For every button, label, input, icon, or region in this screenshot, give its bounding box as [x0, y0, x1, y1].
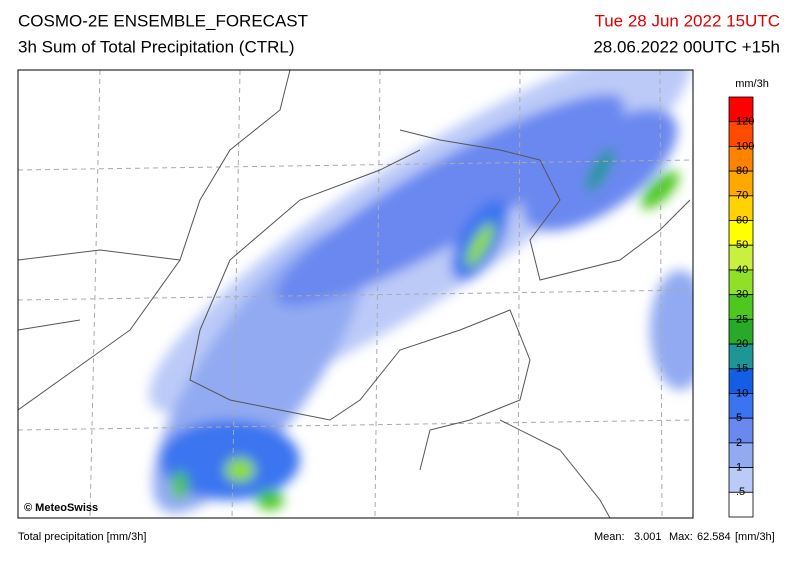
colorbar-label: 30 [736, 289, 748, 301]
colorbar-box [728, 467, 754, 493]
colorbar-box [728, 170, 754, 197]
colorbar-label: 40 [736, 264, 748, 276]
valid-time: Tue 28 Jun 2022 15UTC [594, 11, 780, 30]
colorbar-label: 20 [736, 338, 748, 350]
colorbar-box [728, 417, 754, 444]
precip-field [148, 70, 693, 513]
colorbar-box [728, 491, 754, 518]
colorbar-box [728, 121, 754, 147]
colorbar-box [728, 318, 754, 345]
title: COSMO-2E ENSEMBLE_FORECAST [18, 11, 308, 30]
colorbar-label: 15 [736, 363, 748, 375]
colorbar-box [728, 294, 754, 320]
footer-left: Total precipitation [mm/3h] [18, 531, 146, 543]
map-frame [17, 69, 694, 519]
colorbar-label: 10 [736, 387, 748, 399]
colorbar-box [728, 220, 754, 246]
colorbar-box [728, 343, 754, 370]
legend-unit: mm/3h [735, 78, 769, 90]
colorbar-box [728, 269, 754, 296]
colorbar-box [728, 244, 754, 271]
subtitle: 3h Sum of Total Precipitation (CTRL) [18, 37, 295, 56]
colorbar-label: 1 [736, 461, 742, 473]
colorbar-box [728, 368, 754, 394]
borders [18, 70, 691, 518]
footer-unit: [mm/3h] [735, 531, 775, 543]
map: © MeteoSwiss [18, 70, 693, 518]
colorbar-label: 2 [736, 437, 742, 449]
colorbar-label: 70 [736, 190, 748, 202]
mean-label: Mean: [594, 531, 625, 543]
run-time: 28.06.2022 00UTC +15h [593, 37, 780, 56]
colorbar-label: 50 [736, 239, 748, 251]
max-value: 62.584 [697, 531, 731, 543]
credit: © MeteoSwiss [24, 502, 98, 514]
colorbar: 120 100 80 70 60 50 40 30 25 20 15 10 5 2 1 .5 [728, 96, 754, 518]
colorbar-box [728, 393, 754, 419]
colorbar-label: 25 [736, 313, 748, 325]
colorbar-box [728, 146, 754, 172]
max-label: Max: [669, 531, 693, 543]
colorbar-label: 60 [736, 214, 748, 226]
graticule [18, 70, 693, 518]
colorbar-label: 100 [736, 140, 754, 152]
mean-value: 3.001 [634, 531, 662, 543]
colorbar-label: .5 [736, 486, 745, 498]
colorbar-label: 120 [736, 116, 754, 128]
colorbar-label: 80 [736, 165, 748, 177]
colorbar-label: 5 [736, 412, 742, 424]
